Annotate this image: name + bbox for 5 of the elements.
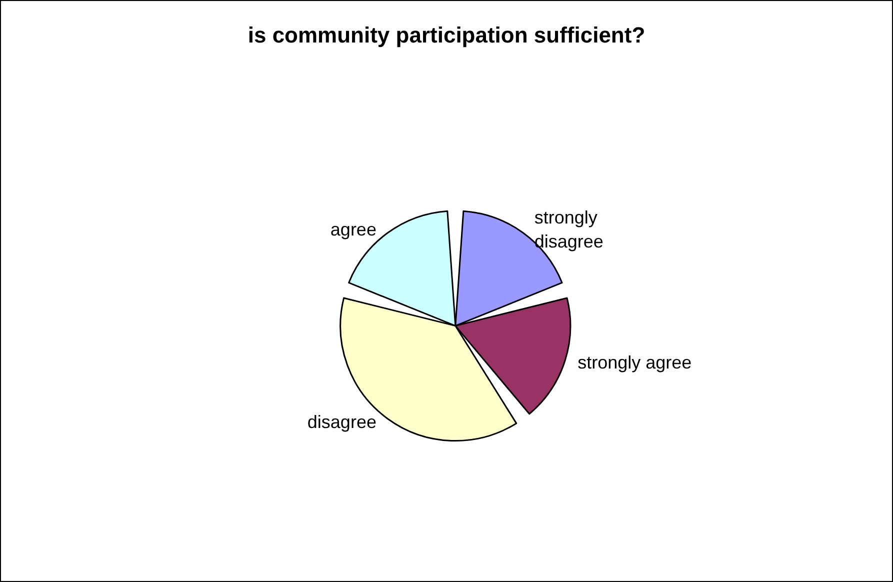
chart-title: is community participation sufficient?: [248, 22, 646, 48]
slice-label: strongly agree: [578, 352, 692, 373]
slice-label: disagree: [307, 412, 376, 432]
slice-label: strongly disagree: [534, 208, 604, 252]
slice-label: agree: [330, 220, 376, 240]
